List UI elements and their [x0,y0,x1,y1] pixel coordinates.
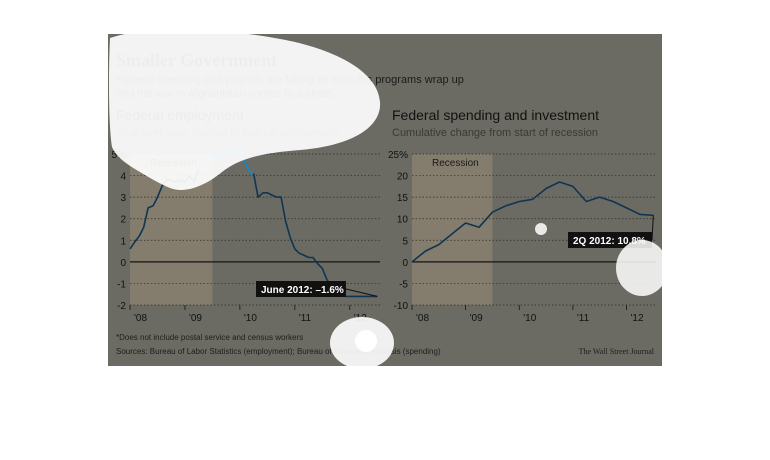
y-tick-label: 20 [397,172,409,183]
y-tick-label: 0 [402,258,408,269]
callout-label: 2Q 2012: 10.8% [573,236,646,247]
callout-box [256,281,346,297]
x-tick-label: '09 [470,313,483,324]
x-tick-label: '11 [299,313,312,324]
x-tick-label: '08 [134,313,147,324]
callout-leader [345,288,378,297]
chart-subtitle-line-1: Federal spending and payrolls are fallin… [116,74,464,86]
sources-note: Sources: Bureau of Labor Statistics (emp… [116,347,441,356]
federal-spending-chart: Recession -10 -5 0 5 10 15 20 25% '08 '09 '10 '11 '12… [388,150,656,324]
y-tick-label: 1 [120,236,126,247]
y-tick-label: 0 [120,258,126,269]
federal-employment-chart: Recession -2 -1 0 1 2 3 4 5% '08 '09 '10 '11 '12 June … [112,144,380,324]
chart-subtitle-line-2: and the war in Afghanistan comes to a cl… [116,88,335,100]
y-tick-label: -5 [399,279,408,290]
right-panel-subtitle: Cumulative change from start of recessio… [392,127,599,139]
credit-line: The Wall Street Journal [578,347,654,356]
x-tick-label: '11 [577,313,590,324]
recession-label: Recession [150,158,197,169]
footnote: *Does not include postal service and cen… [116,333,304,342]
left-panel-subtitle: Year-over-year change in federal employm… [116,127,339,139]
x-tick-label: '08 [416,313,429,324]
y-tick-label: 4 [120,172,126,183]
chart-graphic: Smaller Government Federal spending and … [108,34,662,366]
y-tick-label: 15 [397,193,409,204]
recession-band [412,154,493,305]
x-tick-label: '12 [354,313,367,324]
x-tick-label: '10 [523,313,536,324]
value-callout: 2Q 2012: 10.8% [568,215,654,248]
right-panel-title: Federal spending and investment [392,107,600,123]
y-tick-label: -2 [117,301,126,312]
y-tick-label: 10 [397,215,409,226]
left-panel-title: Federal employment [116,107,244,123]
y-tick-label: 25% [388,150,408,161]
y-tick-label: 3 [120,193,126,204]
y-tick-label: -1 [117,279,126,290]
y-tick-label: 5 [402,236,408,247]
series-line [411,181,654,263]
recession-label: Recession [432,158,479,169]
y-tick-label: 2 [120,215,126,226]
callout-leader [651,215,654,241]
chart-title: Smaller Government [116,50,278,70]
y-tick-label: 5% [112,150,127,161]
y-tick-label: -10 [394,301,409,312]
x-tick-label: '12 [631,313,644,324]
x-tick-label: '09 [189,313,202,324]
callout-label: June 2012: –1.6% [261,285,344,296]
x-tick-label: '10 [244,313,257,324]
value-callout: June 2012: –1.6% [256,281,378,297]
